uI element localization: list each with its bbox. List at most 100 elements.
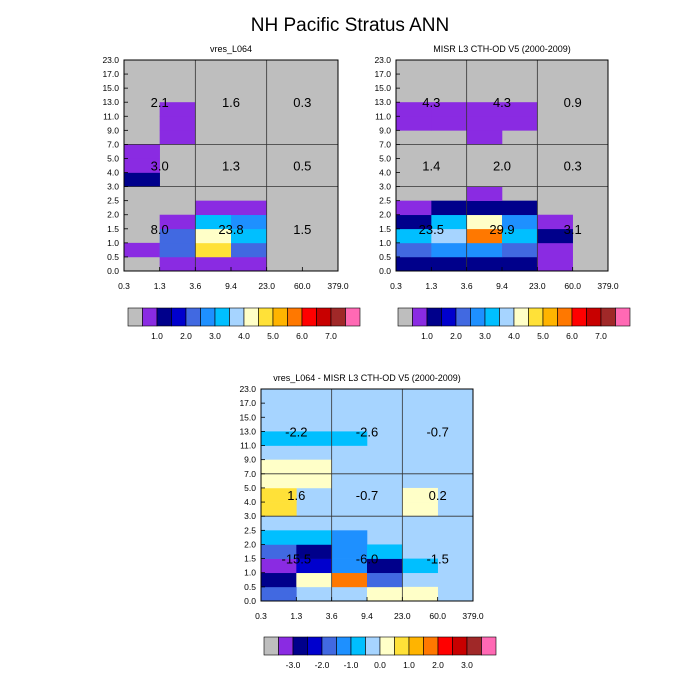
x-tick-label: 23.0 [529,281,546,291]
colorbar-swatch [557,307,573,327]
colorbar-swatch [258,307,274,327]
box-value-label: 1.6 [287,488,305,503]
colorbar-swatch [499,307,515,327]
colorbar-swatch [528,307,544,327]
y-tick-label: 23.0 [374,55,391,65]
heatmap-cell [466,214,503,230]
colorbar-swatch [513,307,529,327]
heatmap-cell [502,102,538,117]
colorbar-swatch [466,636,482,656]
y-tick-label: 4.0 [379,168,391,178]
heatmap-cell [502,242,538,258]
heatmap-cell [367,544,403,559]
colorbar-swatch [481,636,497,656]
colorbar-swatch [336,636,352,656]
colorbar-swatch [200,307,216,327]
heatmap-cell [231,242,267,258]
heatmap-cell [296,431,332,446]
panel-title: MISR L3 CTH-OD V5 (2000-2009) [433,44,571,54]
heatmap-cell [331,558,368,574]
colorbar-label: 5.0 [267,331,279,341]
box-value-label: 0.2 [429,488,447,503]
y-tick-label: 11.0 [375,111,391,121]
x-tick-label: 9.4 [361,611,373,621]
colorbar-swatch [615,307,631,327]
heatmap-cell [296,544,332,559]
heatmap-cell [502,256,538,272]
box-value-label: 2.1 [151,95,169,110]
box-value-label: 29.9 [489,222,514,237]
colorbar-label: 4.0 [508,331,520,341]
y-tick-label: 13.0 [374,97,391,107]
y-tick-label: 11.0 [240,441,256,451]
y-tick-label: 1.0 [107,238,119,248]
colorbar-label: 6.0 [566,331,578,341]
box-value-label: 23.5 [419,222,444,237]
heatmap-cell [466,242,503,258]
heatmap-cell [537,242,573,258]
colorbar-swatch [542,307,558,327]
colorbar-swatch [423,636,439,656]
heatmap-cell [396,200,432,216]
heatmap-cell [231,228,267,244]
y-tick-label: 1.0 [244,568,256,578]
y-tick-label: 2.0 [107,210,119,220]
heatmap-cell [195,214,232,230]
y-tick-label: 7.0 [379,139,391,149]
y-tick-label: 13.0 [102,97,119,107]
heatmap-cell [296,473,332,489]
colorbar-swatch [272,307,288,327]
heatmap-cell [231,214,267,230]
colorbar-swatch [142,307,158,327]
x-tick-label: 60.0 [294,281,311,291]
y-tick-label: 2.5 [244,525,256,535]
box-value-label: 2.0 [493,159,511,174]
heatmap-cell [296,558,332,574]
heatmap-cell [431,228,467,244]
colorbar-swatch [287,307,303,327]
colorbar-swatch [412,307,428,327]
colorbar: -3.0 -2.0 -1.0 0.0 1.0 2.0 3.0 [263,636,497,670]
x-tick-label: 23.0 [258,281,275,291]
box-value-label: 0.3 [293,95,311,110]
heatmap-cell [402,558,438,574]
box-value-label: 1.5 [293,222,311,237]
y-tick-label: 5.0 [244,483,256,493]
x-tick-label: 9.4 [225,281,237,291]
y-tick-label: 9.0 [244,455,256,465]
x-tick-label: 60.0 [564,281,581,291]
heatmap-cell [195,228,232,244]
heatmap-cell [537,228,573,244]
box-value-label: 1.4 [422,159,440,174]
colorbar-swatch [441,307,457,327]
heatmap-cell [296,459,332,475]
heatmap-cell [431,200,467,216]
y-tick-label: 23.0 [239,384,256,394]
heatmap-cell [396,102,432,117]
colorbar-swatch [292,636,308,656]
colorbar-swatch [397,307,413,327]
x-tick-label: 0.3 [390,281,402,291]
heatmap-cell [159,130,196,145]
colorbar-swatch [263,636,279,656]
colorbar-label: -2.0 [315,660,330,670]
heatmap-cell [159,256,196,272]
colorbar-label: -3.0 [286,660,301,670]
heatmap-cell [502,214,538,230]
colorbar-swatch [278,636,294,656]
y-tick-label: 5.0 [379,153,391,163]
box-value-label: 0.9 [564,95,582,110]
box-value-label: 3.1 [564,222,582,237]
colorbar-swatch [301,307,317,327]
y-tick-label: 0.0 [107,266,119,276]
heatmap-cell [124,172,160,187]
heatmap-cell [466,130,503,145]
colorbar-swatch [484,307,500,327]
colorbar-swatch [455,307,471,327]
y-tick-label: 1.5 [107,224,119,234]
colorbar-label: 1.0 [403,660,415,670]
colorbar-label: 2.0 [432,660,444,670]
heatmap-cell [537,256,573,272]
y-tick-label: 1.0 [379,238,391,248]
